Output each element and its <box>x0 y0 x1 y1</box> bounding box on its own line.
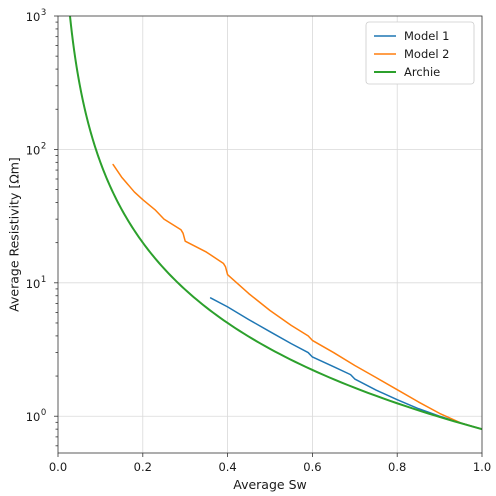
x-tick-label: 0.6 <box>303 460 321 474</box>
series-layer <box>68 16 482 431</box>
legend-label-archie: Archie <box>404 65 440 79</box>
plot-frame <box>57 15 483 454</box>
legend-box <box>365 21 475 85</box>
x-tick-label: 0.2 <box>134 460 152 474</box>
x-axis-label: Average Sw <box>233 477 306 492</box>
x-tick-label: 1.0 <box>473 460 491 474</box>
legend-label-model-1: Model 1 <box>404 29 450 43</box>
x-tick-label: 0.0 <box>49 460 67 474</box>
y-axis-label: Average Resistivity [Ωm] <box>6 157 21 312</box>
series-line-model-1 <box>209 297 482 430</box>
y-tick-label: 102 <box>26 141 47 157</box>
legend: Model 1 Model 2 Archie <box>365 21 475 85</box>
series-line-model-2 <box>112 163 482 430</box>
series-line-archie <box>68 16 482 431</box>
x-tick-label: 0.4 <box>218 460 236 474</box>
y-tick-label: 101 <box>26 275 47 291</box>
x-axis-ticks: 0.0 0.2 0.4 0.6 0.8 1.0 <box>49 453 491 474</box>
y-tick-label: 100 <box>26 408 47 424</box>
y-tick-label: 103 <box>26 8 47 24</box>
y-axis-ticks: 100 101 102 103 <box>26 8 58 447</box>
legend-label-model-2: Model 2 <box>404 47 450 61</box>
grid <box>58 16 482 453</box>
x-tick-label: 0.8 <box>388 460 406 474</box>
